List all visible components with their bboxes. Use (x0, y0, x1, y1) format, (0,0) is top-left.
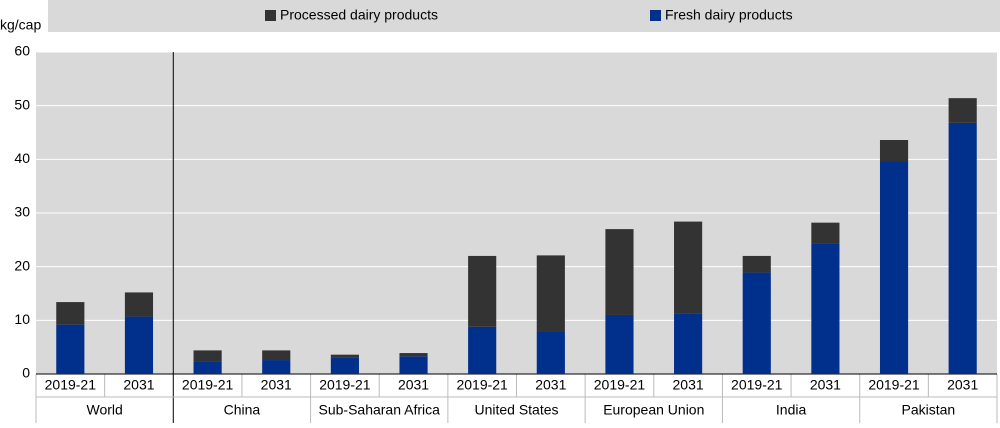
y-tick-label: 30 (14, 204, 30, 220)
bar-segment (468, 255, 497, 327)
x-tick-label: 2031 (261, 377, 292, 393)
y-tick-label: 10 (14, 311, 30, 327)
bar-segment (605, 314, 634, 374)
bar-segment (399, 353, 428, 357)
bar-segment (536, 331, 565, 374)
bar-segment (262, 360, 291, 374)
y-axis-label: kg/cap (0, 17, 41, 33)
bar-segment (948, 122, 977, 374)
x-tick-label: 2031 (123, 377, 154, 393)
y-tick-label: 50 (14, 96, 30, 112)
group-label: India (776, 402, 807, 418)
bar-segment (811, 243, 840, 374)
bar-segment (536, 255, 565, 332)
bar-segment (674, 313, 703, 374)
x-tick-label: 2019-21 (868, 377, 920, 393)
bar-segment (879, 140, 909, 162)
bar-segment (811, 222, 840, 244)
legend-swatch (650, 10, 661, 21)
bar-segment (56, 324, 85, 374)
x-tick-label: 2019-21 (594, 377, 646, 393)
group-label: Pakistan (902, 402, 956, 418)
legend-band (48, 0, 1000, 32)
bar-segment (468, 326, 497, 374)
x-tick-label: 2019-21 (319, 377, 371, 393)
y-tick-label: 60 (14, 43, 30, 59)
bar-segment (674, 221, 703, 314)
bar-segment (879, 161, 909, 374)
y-tick-label: 20 (14, 257, 30, 273)
bar-segment (124, 316, 154, 374)
bar-segment (193, 350, 222, 362)
bar-segment (605, 229, 634, 315)
x-tick-label: 2031 (810, 377, 841, 393)
bar-segment (330, 357, 359, 374)
group-label: World (86, 402, 122, 418)
bar-segment (948, 98, 977, 123)
bar-segment (193, 361, 222, 374)
group-label: European Union (603, 402, 704, 418)
x-tick-label: 2031 (535, 377, 566, 393)
x-tick-label: 2031 (673, 377, 704, 393)
x-tick-label: 2019-21 (456, 377, 508, 393)
group-label: China (224, 402, 261, 418)
bar-segment (399, 356, 428, 374)
bar-segment (56, 302, 85, 325)
legend-label: Fresh dairy products (665, 7, 793, 23)
y-tick-label: 40 (14, 150, 30, 166)
x-tick-label: 2019-21 (45, 377, 97, 393)
x-tick-label: 2019-21 (731, 377, 783, 393)
legend-label: Processed dairy products (280, 7, 438, 23)
bar-segment (330, 354, 359, 358)
x-tick-label: 2019-21 (182, 377, 234, 393)
x-tick-label: 2031 (398, 377, 429, 393)
group-label: Sub-Saharan Africa (319, 402, 441, 418)
y-tick-label: 0 (22, 365, 30, 381)
bar-segment (742, 272, 771, 374)
bar-segment (124, 292, 154, 317)
bar-segment (742, 255, 771, 273)
legend-swatch (265, 10, 276, 21)
bar-segment (262, 350, 291, 361)
group-label: United States (474, 402, 558, 418)
x-tick-label: 2031 (947, 377, 978, 393)
